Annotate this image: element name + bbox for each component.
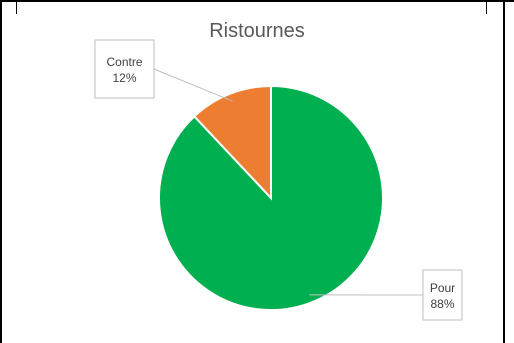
data-label-percent-pour: 88% [430, 297, 454, 311]
chart-title: Ristournes [209, 20, 305, 42]
frame-divider-left [16, 0, 17, 14]
frame-right-border [503, 0, 505, 343]
callout-box-pour [422, 269, 463, 321]
frame-left-border [0, 0, 2, 343]
callout-box-contre [94, 39, 155, 99]
data-label-category-contre: Contre [106, 55, 142, 69]
data-labels: Pour 88% Contre 12% [94, 39, 463, 321]
pie-slice-contre [192, 84, 272, 201]
data-label-category-pour: Pour [430, 281, 455, 295]
leader-line-contre [153, 68, 233, 102]
data-label-percent-contre: 12% [112, 71, 136, 85]
frame-top-border [0, 0, 514, 2]
frame-divider-right [486, 0, 487, 14]
pie-slices [158, 84, 384, 311]
